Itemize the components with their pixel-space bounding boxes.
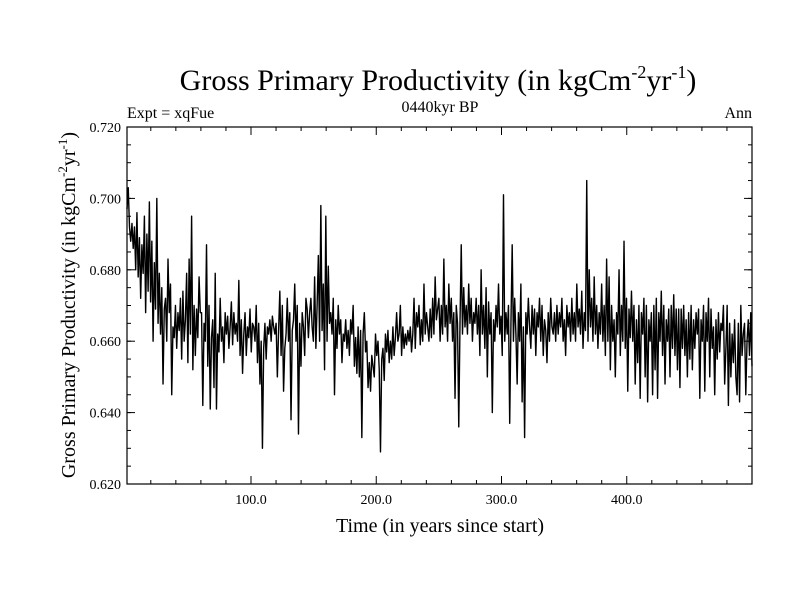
y-axis-label: Gross Primary Productivity (in kgCm-2yr-… <box>55 132 80 478</box>
x-axis-ticks: 100.0 200.0 300.0 400.0 <box>150 127 728 508</box>
y-tick-label: 0.700 <box>90 192 122 207</box>
y-tick-label: 0.680 <box>90 264 122 279</box>
x-tick-label: 200.0 <box>360 493 392 508</box>
y-tick-label: 0.640 <box>90 407 122 422</box>
y-axis-label-sup2: -1 <box>55 139 70 150</box>
x-tick-label: 300.0 <box>486 493 518 508</box>
chart-title-sup2: -1 <box>671 62 686 82</box>
chart-title-sup1: -2 <box>631 62 646 82</box>
y-axis-label-sup1: -2 <box>55 166 70 177</box>
period-label: 0440kyr BP <box>402 99 479 116</box>
chart-title-main: Gross Primary Productivity (in kgCm <box>180 64 632 97</box>
y-axis-label-main: Gross Primary Productivity (in kgCm <box>58 177 80 479</box>
y-axis-label-end: ) <box>58 132 80 139</box>
gpp-series-line <box>126 179 753 453</box>
x-axis-label: Time (in years since start) <box>336 515 544 537</box>
y-axis-ticks: 0.620 0.640 0.660 0.680 0.700 0.720 <box>90 121 752 493</box>
chart-title: Gross Primary Productivity (in kgCm-2yr-… <box>180 62 697 97</box>
x-tick-label: 100.0 <box>235 493 267 508</box>
y-tick-label: 0.620 <box>90 478 122 493</box>
y-tick-label: 0.720 <box>90 121 122 136</box>
chart-title-end: ) <box>686 64 696 97</box>
y-axis-label-mid: yr <box>58 149 80 166</box>
x-tick-label: 400.0 <box>611 493 643 508</box>
experiment-label: Expt = xqFue <box>127 105 214 122</box>
y-tick-label: 0.660 <box>90 335 122 350</box>
season-label: Ann <box>724 105 752 122</box>
chart-title-mid: yr <box>646 64 671 97</box>
